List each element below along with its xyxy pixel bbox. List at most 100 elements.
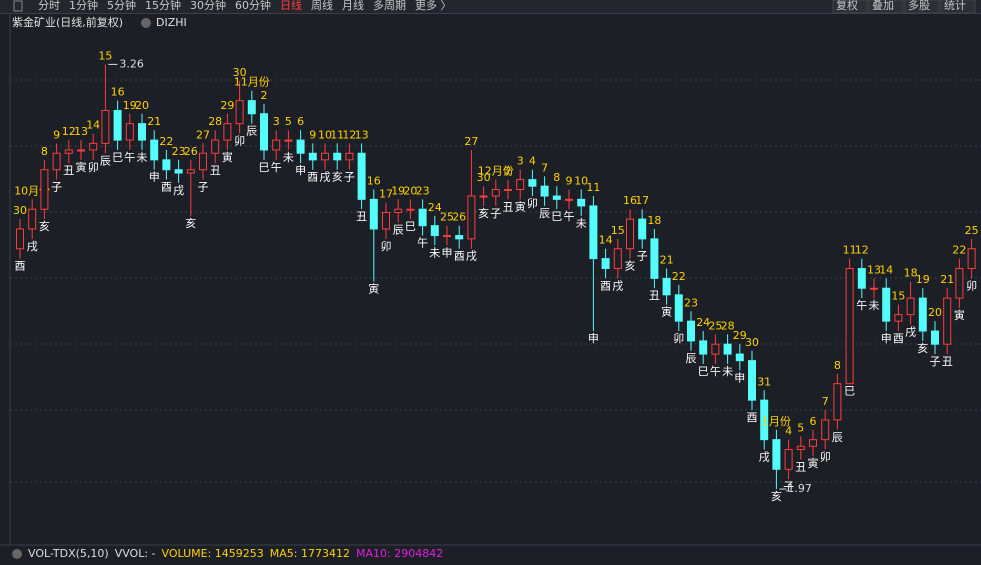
candle-body (369, 198, 378, 230)
timeframe-tab[interactable]: 15分钟 (145, 0, 181, 12)
day-label: 22 (952, 244, 966, 257)
day-label: 14 (879, 263, 893, 276)
branch-label: 丑 (503, 200, 514, 213)
branch-label: 酉 (15, 260, 26, 273)
branch-label: 戌 (759, 451, 770, 464)
branch-label: 子 (637, 250, 648, 263)
toolbar-button-label[interactable]: 统计 (944, 0, 966, 12)
candle-body (308, 152, 317, 161)
timeframe-tab[interactable]: 30分钟 (190, 0, 226, 12)
branch-label: 酉 (747, 411, 758, 424)
day-label: 9 (309, 128, 316, 141)
timeframe-tab[interactable]: 1分钟 (69, 0, 98, 12)
day-label: 23 (416, 184, 430, 197)
day-label: 11 (586, 181, 600, 194)
indicator-toggle[interactable] (141, 18, 151, 28)
timeframe-tab[interactable]: 多周期 (373, 0, 406, 12)
candle-body (223, 123, 232, 141)
candle-body (333, 152, 342, 161)
day-label: 2 (505, 165, 512, 178)
day-label: 28 (208, 115, 222, 128)
candle-body (491, 188, 500, 197)
branch-label: 辰 (246, 125, 257, 138)
day-label: 29 (733, 329, 747, 342)
timeframe-tab[interactable]: 60分钟 (235, 0, 271, 12)
candle-body (162, 159, 171, 171)
branch-label: 卯 (966, 279, 977, 292)
day-label: 22 (159, 135, 173, 148)
day-label: 6 (297, 115, 304, 128)
candle-body (504, 188, 512, 191)
timeframe-tab[interactable]: 分时 (38, 0, 60, 12)
candle-body (735, 353, 744, 362)
day-label: 16 (623, 194, 637, 207)
day-label: 30 (745, 336, 759, 349)
candle-body (321, 152, 329, 161)
candle-body (77, 149, 85, 152)
toolbar (0, 0, 981, 13)
candle-body (296, 139, 305, 154)
branch-label: 巳 (698, 365, 709, 378)
branch-label: 辰 (686, 352, 697, 365)
volume-bar (0, 545, 981, 565)
toolbar-button-label[interactable]: 叠加 (872, 0, 894, 12)
branch-label: 酉 (600, 279, 611, 292)
day-label: 12 (855, 244, 869, 257)
day-label: 15 (98, 49, 112, 62)
candle-body (613, 248, 622, 269)
branch-label: 巳 (259, 161, 270, 174)
candle-body (528, 179, 537, 187)
day-label: 26 (452, 211, 466, 224)
day-label: 4 (529, 155, 536, 168)
toolbar-button-label[interactable]: 多股 (908, 0, 930, 12)
branch-label: 寅 (222, 150, 233, 164)
day-label: 26 (184, 145, 198, 158)
branch-label: 未 (137, 151, 148, 164)
candle-body (723, 343, 732, 355)
day-label: 14 (599, 234, 613, 247)
day-label: 24 (696, 316, 710, 329)
candle-body (967, 248, 976, 269)
timeframe-tab[interactable]: 周线 (311, 0, 333, 12)
candle-body (870, 287, 878, 290)
candle-body (284, 139, 293, 142)
timeframe-tab[interactable]: 更多 〉 (415, 0, 452, 12)
candle-body (211, 139, 220, 154)
branch-label: 卯 (234, 135, 245, 148)
day-label: 7 (541, 161, 548, 174)
day-label: 30 (233, 66, 247, 79)
toolbar-icon (13, 0, 23, 12)
timeframe-tab[interactable]: 日线 (280, 0, 302, 12)
day-label: 13 (355, 128, 369, 141)
day-label: 19 (391, 184, 405, 197)
chart-title: 紫金矿业(日线,前复权) (12, 15, 123, 29)
branch-label: 申 (149, 171, 160, 184)
day-label: 27 (196, 128, 210, 141)
day-label: 21 (940, 273, 954, 286)
timeframe-tab[interactable]: 月线 (342, 0, 364, 12)
day-label: 17 (379, 188, 393, 201)
branch-label: 巳 (405, 220, 416, 233)
branch-label: 未 (722, 365, 733, 378)
candle-body (16, 228, 24, 250)
day-label: 19 (123, 99, 137, 112)
day-label: 23 (684, 296, 698, 309)
branch-label: 戌 (27, 240, 38, 253)
volume-toggle[interactable] (12, 549, 22, 559)
day-label: 8 (553, 171, 560, 184)
day-label: 25 (708, 319, 722, 332)
volume-ma10: MA10: 2904842 (356, 547, 443, 560)
timeframe-tab[interactable]: 5分钟 (107, 0, 136, 12)
branch-label: 辰 (393, 223, 404, 236)
branch-label: 丑 (942, 355, 953, 368)
toolbar-button-label[interactable]: 复权 (836, 0, 858, 12)
branch-label: 午 (856, 299, 867, 312)
candle-body (199, 152, 207, 171)
candle-body (748, 360, 756, 401)
day-label: 8 (834, 359, 841, 372)
day-label: 11 (330, 128, 344, 141)
day-label: 12月份 (478, 165, 514, 178)
candle-body (247, 100, 256, 115)
candle-body (772, 439, 781, 470)
candle-body (540, 185, 549, 197)
